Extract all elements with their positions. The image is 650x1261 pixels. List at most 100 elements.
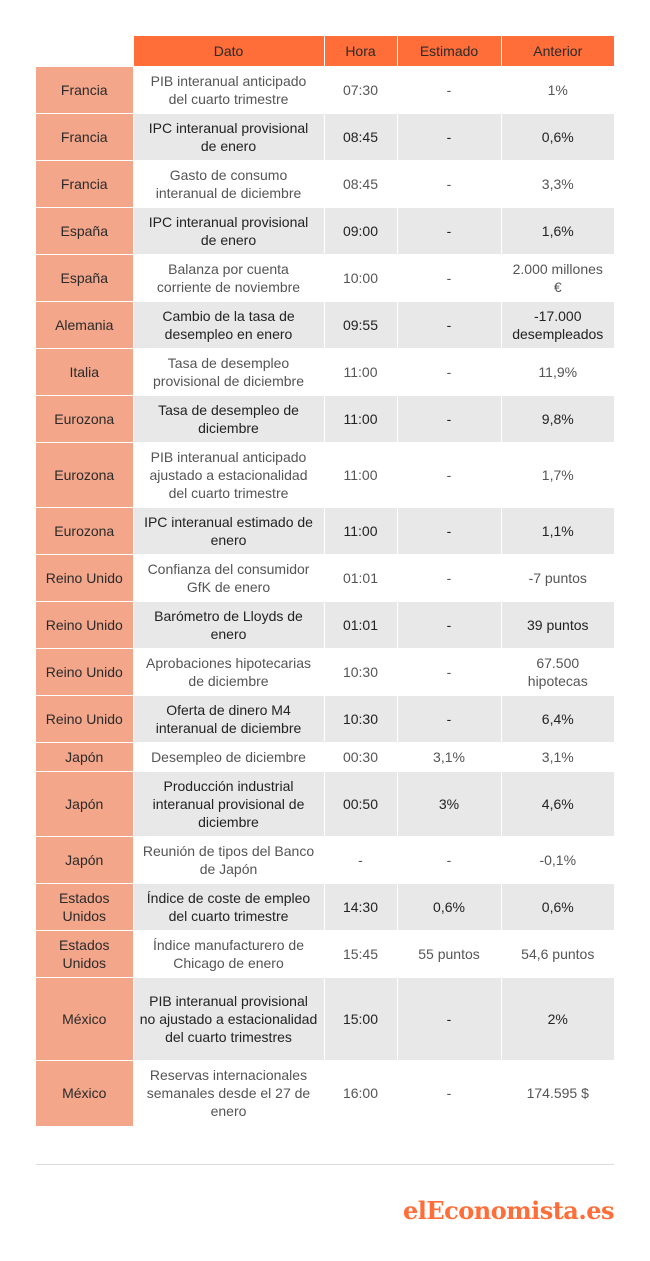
cell-estimado: - — [396, 836, 501, 884]
cell-anterior: 4,6% — [500, 771, 614, 837]
table-row: España IPC interanual provisional de ener… — [36, 207, 614, 255]
cell-estimado: 3% — [396, 771, 501, 837]
cell-anterior: 39 puntos — [500, 601, 614, 649]
table-row: Alemania Cambio de la tasa de desempleo e… — [36, 301, 614, 349]
cell-hora: 14:30 — [323, 883, 397, 931]
cell-dato: Producción industrial interanual provisi… — [132, 771, 324, 837]
table-row: Eurozona PIB interanual anticipado ajusta… — [36, 442, 614, 508]
table-row: México PIB interanual provisional no ajus… — [36, 977, 614, 1061]
cell-estimado: - — [396, 301, 501, 349]
cell-hora: 11:00 — [323, 442, 397, 508]
cell-anterior: 1,1% — [500, 507, 614, 555]
cell-estimado: - — [396, 395, 501, 443]
cell-anterior: -7 puntos — [500, 554, 614, 602]
cell-hora: 11:00 — [323, 348, 397, 396]
cell-pais: Alemania — [36, 301, 133, 349]
cell-estimado: 3,1% — [396, 742, 501, 772]
cell-pais: Reino Unido — [36, 695, 133, 743]
cell-pais: Japón — [36, 771, 133, 837]
cell-estimado: - — [396, 977, 501, 1061]
cell-hora: 16:00 — [323, 1060, 397, 1126]
header-hora: Hora — [323, 36, 397, 67]
cell-pais: Italia — [36, 348, 133, 396]
cell-dato: Gasto de consumo interanual de diciembre — [132, 160, 324, 208]
cell-estimado: - — [396, 601, 501, 649]
cell-pais: Eurozona — [36, 442, 133, 508]
cell-hora: 10:30 — [323, 695, 397, 743]
cell-anterior: 9,8% — [500, 395, 614, 443]
cell-anterior: 0,6% — [500, 113, 614, 161]
cell-anterior: 2% — [500, 977, 614, 1061]
cell-pais: Estados Unidos — [36, 930, 133, 978]
cell-hora: 10:00 — [323, 254, 397, 302]
cell-dato: PIB interanual provisional no ajustado a… — [132, 977, 324, 1061]
cell-pais: Francia — [36, 160, 133, 208]
table-row: Estados Unidos Índice de coste de empleo … — [36, 883, 614, 931]
cell-anterior: -17.000 desempleados — [500, 301, 614, 349]
table-row: Reino Unido Oferta de dinero M4 interanua… — [36, 695, 614, 743]
cell-pais: México — [36, 977, 133, 1061]
cell-estimado: - — [396, 113, 501, 161]
header-estimado: Estimado — [396, 36, 501, 67]
cell-estimado: - — [396, 554, 501, 602]
cell-dato: Desempleo de diciembre — [132, 742, 324, 772]
cell-dato: Reservas internacionales semanales desde… — [132, 1060, 324, 1126]
cell-hora: 08:45 — [323, 113, 397, 161]
cell-hora: 10:30 — [323, 648, 397, 696]
cell-dato: Tasa de desempleo provisional de diciemb… — [132, 348, 324, 396]
cell-anterior: 6,4% — [500, 695, 614, 743]
cell-pais: Reino Unido — [36, 554, 133, 602]
cell-anterior: 11,9% — [500, 348, 614, 396]
cell-estimado: - — [396, 254, 501, 302]
cell-pais: Eurozona — [36, 507, 133, 555]
cell-hora: 15:45 — [323, 930, 397, 978]
cell-estimado: - — [396, 348, 501, 396]
table-row: Francia PIB interanual anticipado del cua… — [36, 66, 614, 114]
cell-dato: Aprobaciones hipotecarias de diciembre — [132, 648, 324, 696]
header-blank — [36, 36, 133, 67]
cell-estimado: - — [396, 695, 501, 743]
cell-pais: Francia — [36, 113, 133, 161]
cell-pais: Estados Unidos — [36, 883, 133, 931]
cell-anterior: 2.000 millones € — [500, 254, 614, 302]
cell-pais: España — [36, 207, 133, 255]
cell-dato: Balanza por cuenta corriente de noviembr… — [132, 254, 324, 302]
cell-estimado: 0,6% — [396, 883, 501, 931]
cell-anterior: 1,6% — [500, 207, 614, 255]
cell-anterior: -0,1% — [500, 836, 614, 884]
cell-estimado: - — [396, 160, 501, 208]
table-row: Estados Unidos Índice manufacturero de Ch… — [36, 930, 614, 978]
cell-pais: México — [36, 1060, 133, 1126]
cell-anterior: 67.500 hipotecas — [500, 648, 614, 696]
cell-anterior: 3,3% — [500, 160, 614, 208]
cell-dato: Confianza del consumidor GfK de enero — [132, 554, 324, 602]
cell-dato: Tasa de desempleo de diciembre — [132, 395, 324, 443]
table-row: España Balanza por cuenta corriente de no… — [36, 254, 614, 302]
table-row: Italia Tasa de desempleo provisional de d… — [36, 348, 614, 396]
footer-divider — [36, 1164, 614, 1165]
cell-estimado: - — [396, 66, 501, 114]
cell-dato: Índice de coste de empleo del cuarto tri… — [132, 883, 324, 931]
table-row: Japón Reunión de tipos del Banco de Japón… — [36, 836, 614, 884]
cell-hora: 09:00 — [323, 207, 397, 255]
table-row: Francia IPC interanual provisional de ene… — [36, 113, 614, 161]
table-row: Eurozona Tasa de desempleo de diciembre 11… — [36, 395, 614, 443]
cell-dato: Índice manufacturero de Chicago de enero — [132, 930, 324, 978]
cell-pais: Reino Unido — [36, 648, 133, 696]
cell-hora: 00:50 — [323, 771, 397, 837]
data-table: Dato Hora Estimado Anterior Francia PIB i… — [36, 36, 614, 1126]
cell-anterior: 174.595 $ — [500, 1060, 614, 1126]
cell-dato: PIB interanual anticipado ajustado a est… — [132, 442, 324, 508]
table-row: Eurozona IPC interanual estimado de enero… — [36, 507, 614, 555]
cell-pais: Eurozona — [36, 395, 133, 443]
cell-anterior: 3,1% — [500, 742, 614, 772]
economic-calendar: Dato Hora Estimado Anterior Francia PIB i… — [36, 36, 614, 1126]
table-header-row: Dato Hora Estimado Anterior — [36, 36, 614, 67]
cell-pais: Japón — [36, 742, 133, 772]
cell-hora: 11:00 — [323, 507, 397, 555]
table-row: Francia Gasto de consumo interanual de di… — [36, 160, 614, 208]
cell-estimado: - — [396, 507, 501, 555]
header-anterior: Anterior — [500, 36, 614, 67]
cell-dato: Reunión de tipos del Banco de Japón — [132, 836, 324, 884]
cell-dato: IPC interanual provisional de enero — [132, 207, 324, 255]
